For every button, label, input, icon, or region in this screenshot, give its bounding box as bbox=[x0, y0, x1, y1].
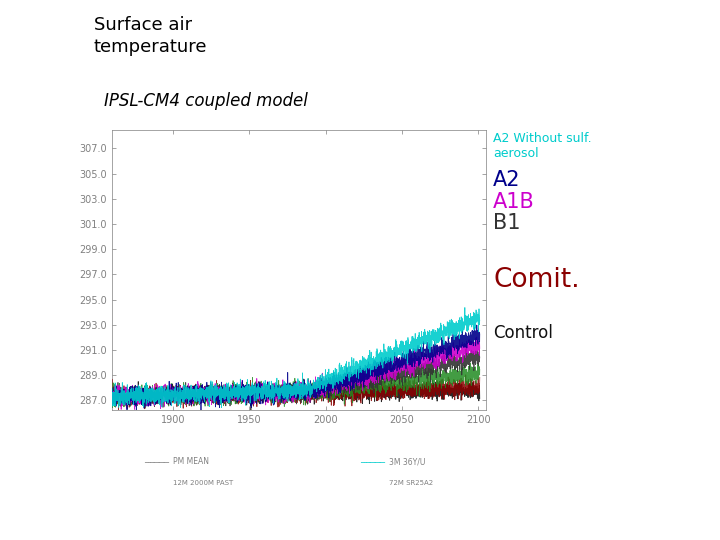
Text: A1B: A1B bbox=[493, 192, 535, 212]
Text: ─────: ───── bbox=[144, 457, 169, 466]
Text: 12M 2000M PAST: 12M 2000M PAST bbox=[173, 480, 233, 487]
Text: ─────: ───── bbox=[360, 457, 385, 466]
Text: B1: B1 bbox=[493, 213, 521, 233]
Text: Surface air
temperature: Surface air temperature bbox=[94, 16, 207, 56]
Text: PM MEAN: PM MEAN bbox=[173, 457, 209, 466]
Text: Control: Control bbox=[493, 324, 553, 342]
Text: A2: A2 bbox=[493, 170, 521, 190]
Text: IPSL-CM4 coupled model: IPSL-CM4 coupled model bbox=[104, 92, 308, 110]
Text: Comit.: Comit. bbox=[493, 267, 580, 293]
Text: A2 Without sulf.
aerosol: A2 Without sulf. aerosol bbox=[493, 132, 592, 160]
Text: 72M SR25A2: 72M SR25A2 bbox=[389, 480, 433, 487]
Text: 3M 36Y/U: 3M 36Y/U bbox=[389, 457, 426, 466]
